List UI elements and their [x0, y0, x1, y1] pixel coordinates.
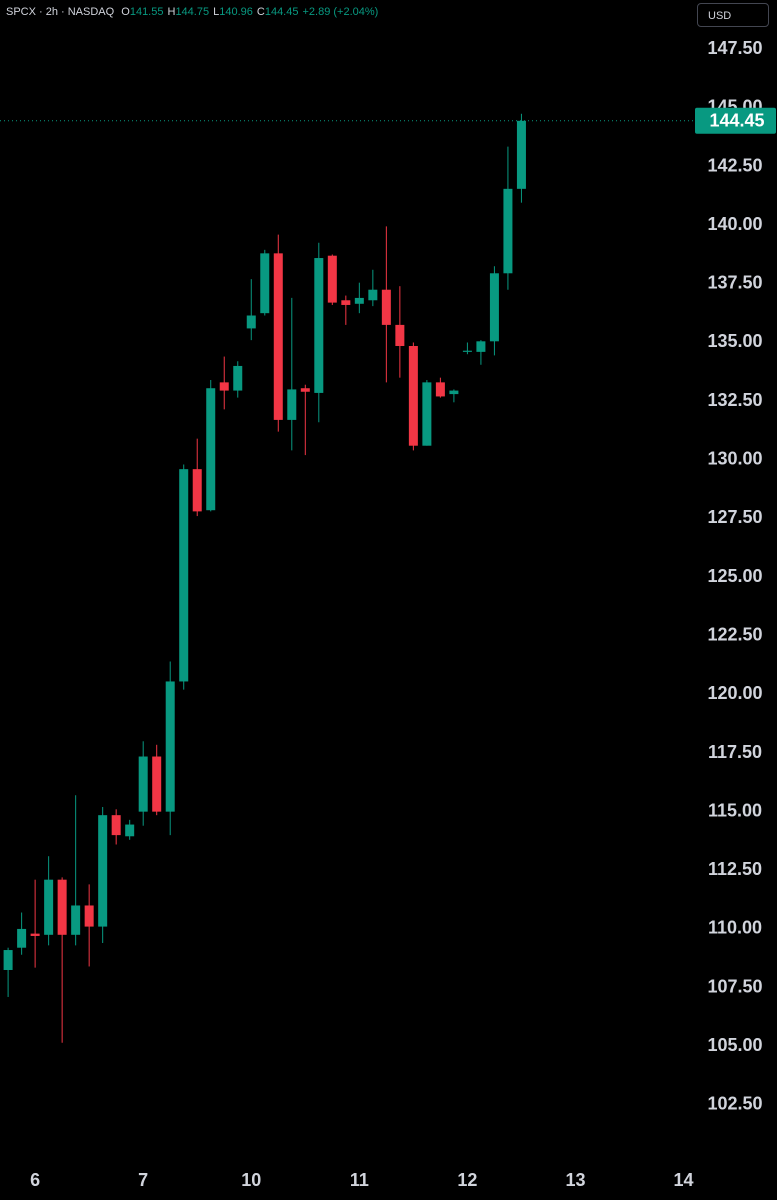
candle-body: [489, 273, 499, 342]
y-tick-label: 105.00: [707, 1035, 762, 1055]
candle-body: [125, 824, 135, 837]
y-tick-label: 102.50: [707, 1094, 762, 1114]
y-tick-label: 137.50: [707, 273, 762, 293]
candle-body: [287, 389, 297, 420]
candle-body: [206, 388, 216, 511]
candle-body: [516, 120, 526, 189]
y-tick-label: 107.50: [707, 976, 762, 996]
ohlc-value: 140.96: [219, 6, 253, 18]
candle-body: [435, 382, 445, 397]
candle-body: [233, 365, 243, 391]
ohlc-value: 144.75: [175, 6, 210, 18]
y-tick-label: 125.00: [707, 566, 762, 586]
y-tick-label: 112.50: [708, 859, 762, 879]
y-tick-label: 132.50: [707, 390, 762, 410]
x-tick-label: 14: [674, 1170, 694, 1190]
y-tick-label: 120.00: [707, 683, 762, 703]
candle-body: [273, 253, 283, 420]
ohlc-label: L: [213, 6, 220, 18]
x-tick-label: 13: [565, 1170, 585, 1190]
candle-body: [192, 469, 202, 512]
candle-body: [381, 289, 391, 325]
candle-body: [354, 297, 364, 304]
candle-body: [462, 350, 472, 352]
candle-body: [3, 950, 13, 970]
candle-body: [368, 289, 378, 301]
x-tick-label: 12: [457, 1170, 477, 1190]
candle-body: [71, 905, 81, 935]
y-tick-label: 122.50: [707, 624, 762, 644]
candle-body: [30, 933, 40, 936]
y-tick-label: 127.50: [707, 507, 762, 527]
x-tick-label: 6: [30, 1170, 40, 1190]
candle-body: [219, 382, 229, 391]
candle-body: [165, 681, 175, 812]
candle-body: [422, 382, 432, 446]
last-price-label: 144.45: [709, 111, 764, 131]
candle-body: [300, 388, 310, 392]
ohlc-label: O: [121, 6, 130, 18]
y-tick-label: 130.00: [707, 449, 762, 469]
x-tick-label: 10: [241, 1170, 261, 1190]
candle-body: [84, 905, 94, 927]
x-tick-label: 11: [350, 1170, 369, 1190]
ohlc-label: H: [167, 6, 176, 18]
symbol: SPCX · 2h · NASDAQ: [6, 6, 115, 18]
candle-body: [98, 815, 108, 927]
y-tick-label: 117.50: [708, 742, 762, 762]
x-tick-label: 7: [138, 1170, 148, 1190]
y-tick-label: 135.00: [707, 331, 762, 351]
y-tick-label: 140.00: [707, 214, 762, 234]
candle-body: [179, 469, 189, 682]
ohlc-value: 144.45: [264, 6, 299, 18]
candle-body: [341, 300, 351, 305]
candle-body: [395, 324, 405, 347]
candle-body: [57, 879, 67, 935]
y-tick-label: 115.00: [708, 800, 762, 820]
candle-body: [260, 253, 270, 314]
candle-body: [138, 756, 148, 812]
candle-body: [17, 928, 27, 948]
y-tick-label: 142.50: [707, 155, 762, 175]
candle-body: [111, 815, 121, 836]
candle-body: [327, 255, 337, 303]
candle-body: [408, 346, 418, 446]
last-price-tag: [695, 107, 776, 134]
price-change: +2.89 (+2.04%): [302, 6, 379, 18]
candle-body: [449, 390, 459, 395]
candle-body: [503, 188, 513, 274]
candle-body: [314, 258, 324, 393]
symbol-header: SPCX · 2h · NASDAQ O141.55 H144.75 L140.96…: [6, 6, 378, 18]
ohlc-value: 141.55: [129, 6, 164, 18]
y-tick-label: 147.50: [707, 38, 762, 58]
y-tick-label: 110.00: [708, 918, 762, 938]
candle-body: [152, 756, 162, 812]
candle-body: [246, 315, 256, 329]
currency-button[interactable]: USD: [697, 3, 769, 27]
candle-body: [44, 879, 54, 935]
ohlc-label: C: [256, 6, 265, 18]
candle-body: [476, 341, 486, 352]
